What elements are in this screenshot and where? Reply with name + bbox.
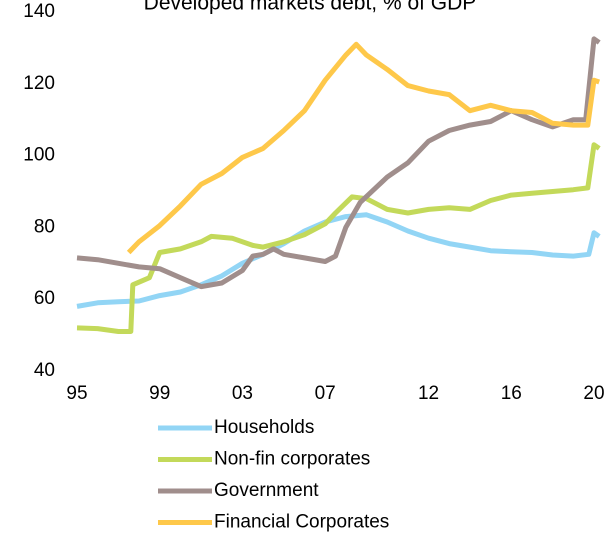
chart-title: Developed markets debt, % of GDP <box>144 0 477 15</box>
series-line <box>126 41 601 255</box>
y-tick-label: 60 <box>34 288 55 309</box>
x-tick-label: 03 <box>232 383 253 404</box>
y-tick-label: 100 <box>23 145 55 166</box>
x-tick-label: 12 <box>418 383 439 404</box>
legend-label: Households <box>214 417 314 438</box>
y-tick-label: 40 <box>34 360 55 381</box>
x-tick-label: 16 <box>501 383 522 404</box>
x-tick-label: 20 <box>583 383 604 404</box>
legend-label: Financial Corporates <box>214 512 389 533</box>
x-tick-label: 07 <box>315 383 336 404</box>
series-line <box>76 36 601 290</box>
x-tick-label: 99 <box>149 383 170 404</box>
legend-label: Non-fin corporates <box>214 449 370 470</box>
x-tick-label: 95 <box>66 383 87 404</box>
y-tick-label: 140 <box>23 1 55 22</box>
series-line <box>76 212 601 309</box>
legend-label: Government <box>214 480 319 501</box>
y-tick-label: 120 <box>23 73 55 94</box>
series-line <box>76 142 601 334</box>
y-tick-label: 80 <box>34 216 55 237</box>
